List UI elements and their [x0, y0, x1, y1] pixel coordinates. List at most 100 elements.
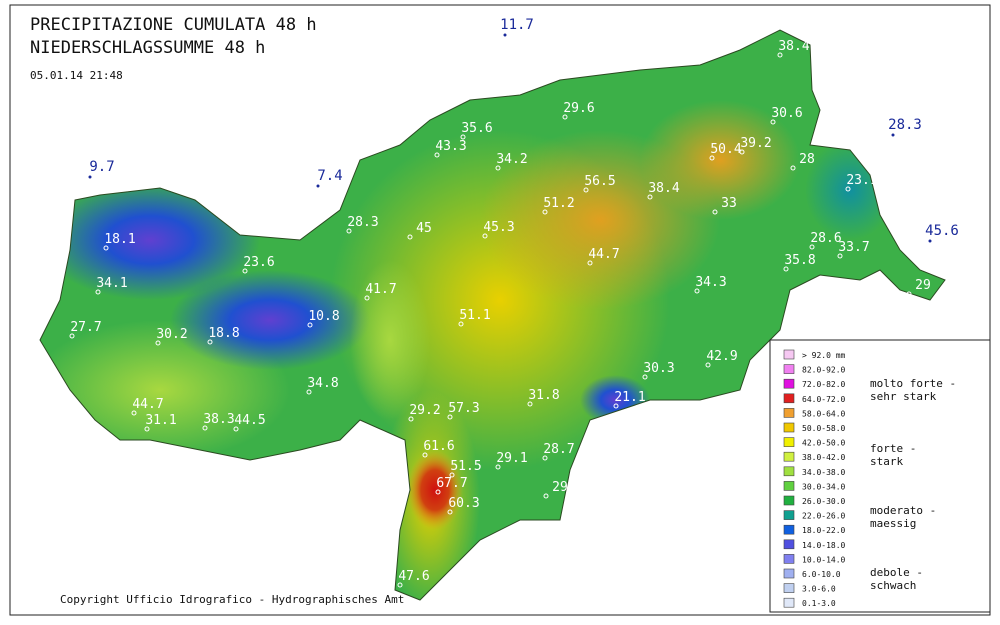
station-value: 29	[552, 480, 568, 495]
station-dot	[460, 134, 466, 140]
legend-swatch	[783, 539, 795, 550]
legend-group-label: debole -	[870, 566, 923, 579]
station-dot	[233, 426, 239, 432]
legend-label: 58.0-64.0	[802, 409, 846, 418]
legend-label: 82.0-92.0	[802, 366, 846, 375]
legend-label: 38.0-42.0	[802, 453, 846, 462]
legend-label: 6.0-10.0	[802, 570, 841, 579]
copyright: Copyright Ufficio Idrografico - Hydrogra…	[60, 593, 404, 606]
station-dot	[434, 152, 440, 158]
station-value: 56.5	[584, 174, 615, 189]
station-value: 67.7	[436, 476, 467, 491]
station-dot	[712, 209, 718, 215]
border-station-dot	[503, 33, 507, 37]
legend-swatch	[783, 554, 795, 564]
station-value: 35.8	[784, 253, 815, 268]
station-dot	[408, 416, 414, 422]
station-dot	[435, 489, 441, 495]
border-station-dot	[891, 133, 895, 137]
station-dot	[543, 493, 549, 499]
station-value: 51.5	[450, 459, 481, 474]
station-value: 42.9	[706, 349, 737, 364]
dynamic-layer: 38.4 29.6 30.6 35.6 43.3 39.250.4 34.2 28 56.5 38…	[69, 17, 959, 608]
station-value: 30.6	[771, 106, 802, 121]
station-dot	[242, 268, 248, 274]
station-value: 34.1	[96, 276, 127, 291]
border-station-value: 45.6	[925, 223, 959, 239]
station-value: 28.6	[810, 231, 841, 246]
station-dot	[306, 389, 312, 395]
station-value: 33	[721, 196, 737, 211]
station-value: 34.2	[496, 152, 527, 167]
legend-swatch	[783, 510, 795, 520]
legend-label: 42.0-50.0	[802, 439, 846, 448]
station-value: 33.7	[838, 240, 869, 255]
station-value: 23.1	[846, 173, 877, 188]
station-dot	[906, 291, 912, 297]
station-value: 50.4	[710, 142, 741, 157]
station-value: 18.1	[104, 232, 135, 247]
legend-label: > 92.0 mm	[802, 351, 846, 360]
legend-label: 22.0-26.0	[802, 512, 846, 521]
border-station-value: 7.4	[317, 168, 342, 184]
station-dot	[447, 509, 453, 515]
station-dot	[207, 339, 213, 345]
border-station-value: 9.7	[89, 159, 114, 175]
legend-swatch	[783, 481, 795, 491]
station-value: 57.3	[448, 401, 479, 416]
station-value: 30.2	[156, 327, 187, 342]
station-dot	[447, 414, 453, 420]
station-dot	[583, 187, 589, 193]
station-value: 44.5	[234, 413, 265, 428]
legend-box	[769, 339, 991, 613]
station-value: 34.8	[307, 376, 338, 391]
station-value: 28.7	[543, 442, 574, 457]
legend-label: 14.0-18.0	[802, 541, 846, 550]
legend-label: 30.0-34.0	[802, 482, 846, 491]
station-value: 27.7	[70, 320, 101, 335]
station-dot	[739, 149, 745, 155]
border-station-value: 28.3	[888, 117, 922, 133]
station-value: 47.6	[398, 569, 429, 584]
border-station-value: 11.7	[500, 17, 534, 33]
station-value: 29.1	[496, 451, 527, 466]
station-dot	[705, 362, 711, 368]
station-value: 41.7	[365, 282, 396, 297]
station-value: 29	[915, 278, 931, 293]
station-value: 44.7	[132, 397, 163, 412]
station-dot	[131, 410, 137, 416]
station-value: 31.1	[145, 413, 176, 428]
legend-group-label: maessig	[870, 517, 916, 530]
station-dot	[613, 403, 619, 409]
station-dot	[155, 340, 161, 346]
legend-swatch	[783, 466, 795, 477]
station-dot	[527, 401, 533, 407]
station-value: 45.3	[483, 220, 514, 235]
station-dot	[542, 455, 548, 461]
station-dot	[845, 186, 851, 192]
legend-group-label: forte -	[870, 442, 916, 455]
station-dot	[837, 253, 843, 259]
legend-swatch	[783, 568, 795, 579]
legend-label: 64.0-72.0	[802, 395, 846, 404]
station-dot	[103, 245, 109, 251]
legend-label: 3.0-6.0	[802, 585, 836, 594]
station-dot	[307, 322, 313, 328]
legend-swatch	[783, 495, 795, 506]
legend-label: 18.0-22.0	[802, 526, 846, 535]
station-dot	[495, 165, 501, 171]
border-station-dot	[88, 175, 92, 179]
station-value: 35.6	[461, 121, 492, 136]
legend-swatch	[783, 364, 795, 374]
station-dot	[364, 295, 370, 301]
legend-label: 34.0-38.0	[802, 468, 846, 477]
station-value: 39.2	[740, 136, 771, 151]
station-value: 38.3	[203, 412, 234, 427]
station-value: 34.3	[695, 275, 726, 290]
legend-swatch	[783, 437, 795, 447]
station-dot	[95, 289, 101, 295]
legend-label: 50.0-58.0	[802, 424, 846, 433]
station-dot	[770, 119, 776, 125]
legend-group-label: schwach	[870, 579, 916, 592]
station-value: 60.3	[448, 496, 479, 511]
